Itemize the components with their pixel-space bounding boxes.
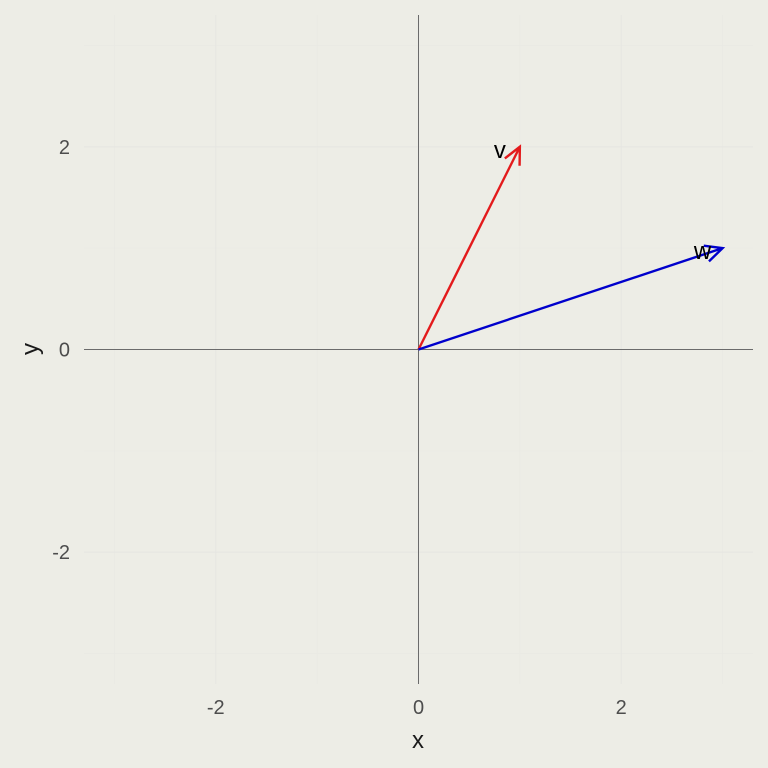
vector-v: v bbox=[417, 137, 522, 351]
vector-v-label: v bbox=[494, 137, 506, 164]
y-tick-label: 2 bbox=[59, 137, 70, 159]
x-tick-label: 2 bbox=[616, 697, 627, 719]
x-tick-label: 0 bbox=[413, 697, 424, 719]
x-tick-label: -2 bbox=[207, 697, 225, 719]
vector-v-arrowhead bbox=[504, 144, 522, 166]
y-tick-label: -2 bbox=[52, 542, 70, 564]
x-axis-title: x bbox=[412, 727, 424, 754]
vector-v-shaft bbox=[417, 146, 521, 351]
y-tick-label: 0 bbox=[59, 340, 70, 362]
y-axis-title: y bbox=[17, 343, 44, 355]
vector-w-arrowhead bbox=[703, 244, 726, 263]
vector-w-label: w bbox=[693, 238, 712, 265]
tick-labels: -2 0 2 -2 0 2 bbox=[52, 137, 627, 719]
vector-w-shaft bbox=[418, 246, 723, 351]
vectors: vw bbox=[417, 137, 726, 351]
vector-w: w bbox=[418, 238, 726, 351]
